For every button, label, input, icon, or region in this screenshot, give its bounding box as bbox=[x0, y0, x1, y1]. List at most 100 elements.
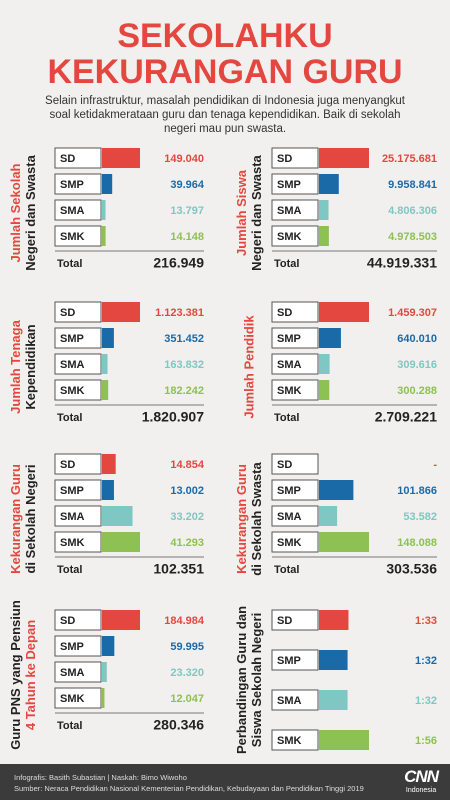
total-value: 1.820.907 bbox=[142, 409, 204, 425]
bar bbox=[319, 650, 348, 670]
value-label: 1.123.381 bbox=[155, 307, 204, 319]
category-box bbox=[54, 635, 102, 657]
category-box bbox=[271, 225, 319, 247]
value-label: 309.616 bbox=[397, 359, 437, 371]
total-name: Total bbox=[57, 720, 82, 732]
category-label: SMA bbox=[60, 359, 85, 371]
value-label: 184.984 bbox=[164, 615, 205, 627]
category-label: SMK bbox=[277, 385, 302, 397]
category-label: SMA bbox=[277, 359, 302, 371]
total-value: 102.351 bbox=[153, 561, 204, 577]
category-box bbox=[54, 199, 102, 221]
panel-title: Jumlah Tenaga bbox=[8, 319, 23, 413]
credits: Infografis: Basith Subastian | Naskah: B… bbox=[14, 773, 187, 782]
category-box bbox=[54, 147, 102, 169]
total-value: 216.949 bbox=[153, 255, 204, 271]
category-box bbox=[54, 225, 102, 247]
value-label: 351.452 bbox=[164, 333, 204, 345]
value-label: 13.002 bbox=[170, 485, 204, 497]
category-label: SMA bbox=[60, 667, 85, 679]
bar bbox=[102, 328, 114, 348]
category-box bbox=[54, 479, 102, 501]
total-value: 280.346 bbox=[153, 717, 204, 733]
value-label: 4.978.503 bbox=[388, 231, 437, 243]
category-label: SMA bbox=[277, 511, 302, 523]
bar bbox=[319, 302, 369, 322]
category-box bbox=[54, 379, 102, 401]
category-box bbox=[271, 379, 319, 401]
category-box bbox=[271, 199, 319, 221]
panel-title: 4 Tahun ke Depan bbox=[23, 620, 38, 730]
category-label: SMA bbox=[60, 511, 85, 523]
value-label: 148.088 bbox=[397, 537, 437, 549]
category-box bbox=[271, 729, 319, 751]
total-value: 2.709.221 bbox=[375, 409, 437, 425]
category-box bbox=[271, 173, 319, 195]
category-label: SD bbox=[277, 459, 292, 471]
category-label: SMA bbox=[277, 205, 302, 217]
value-label: 14.148 bbox=[170, 231, 204, 243]
bar bbox=[102, 174, 113, 194]
category-label: SD bbox=[277, 153, 292, 165]
category-label: SMK bbox=[60, 537, 85, 549]
category-box bbox=[54, 327, 102, 349]
bar bbox=[319, 174, 339, 194]
category-box bbox=[271, 689, 319, 711]
value-label: 300.288 bbox=[397, 385, 437, 397]
bar bbox=[102, 610, 140, 630]
value-label: - bbox=[433, 459, 437, 471]
panel-title: Guru PNS yang Pensiun bbox=[8, 600, 23, 750]
category-label: SMK bbox=[277, 231, 302, 243]
category-label: SMP bbox=[60, 641, 84, 653]
category-label: SD bbox=[277, 307, 292, 319]
total-name: Total bbox=[57, 258, 82, 270]
bar bbox=[319, 610, 349, 630]
panel-title: Negeri dan Swasta bbox=[249, 154, 264, 270]
value-label: 59.995 bbox=[170, 641, 204, 653]
bar bbox=[102, 380, 109, 400]
category-label: SMP bbox=[60, 179, 84, 191]
value-label: 1:32 bbox=[415, 655, 437, 667]
logo-text: CNN bbox=[404, 767, 439, 786]
bar bbox=[102, 662, 107, 682]
bar bbox=[319, 380, 330, 400]
bar bbox=[102, 454, 116, 474]
category-box bbox=[271, 505, 319, 527]
category-box bbox=[54, 531, 102, 553]
bar bbox=[319, 532, 369, 552]
category-label: SMP bbox=[60, 333, 84, 345]
value-label: 182.242 bbox=[164, 385, 204, 397]
category-box bbox=[271, 479, 319, 501]
category-box bbox=[54, 301, 102, 323]
bar bbox=[102, 636, 115, 656]
category-box bbox=[271, 609, 319, 631]
value-label: 39.964 bbox=[170, 179, 205, 191]
category-label: SMK bbox=[60, 385, 85, 397]
category-label: SMP bbox=[277, 179, 301, 191]
bar bbox=[102, 532, 140, 552]
category-label: SMK bbox=[60, 693, 85, 705]
value-label: 1.459.307 bbox=[388, 307, 437, 319]
category-box bbox=[271, 649, 319, 671]
value-label: 23.320 bbox=[170, 667, 204, 679]
category-box bbox=[271, 301, 319, 323]
category-label: SMP bbox=[277, 655, 301, 667]
bar bbox=[102, 688, 105, 708]
value-label: 53.582 bbox=[403, 511, 437, 523]
category-box bbox=[271, 531, 319, 553]
category-box bbox=[271, 327, 319, 349]
category-label: SMP bbox=[277, 333, 301, 345]
category-box bbox=[54, 609, 102, 631]
panel-title: Kependidikan bbox=[23, 324, 38, 409]
panel-title: di Sekolah Negeri bbox=[23, 464, 38, 573]
value-label: 640.010 bbox=[397, 333, 437, 345]
footer: Infografis: Basith Subastian | Naskah: B… bbox=[0, 764, 450, 800]
bar bbox=[319, 200, 329, 220]
category-label: SD bbox=[60, 615, 75, 627]
value-label: 1:32 bbox=[415, 695, 437, 707]
total-value: 303.536 bbox=[386, 561, 437, 577]
value-label: 1:56 bbox=[415, 735, 437, 747]
category-box bbox=[54, 353, 102, 375]
